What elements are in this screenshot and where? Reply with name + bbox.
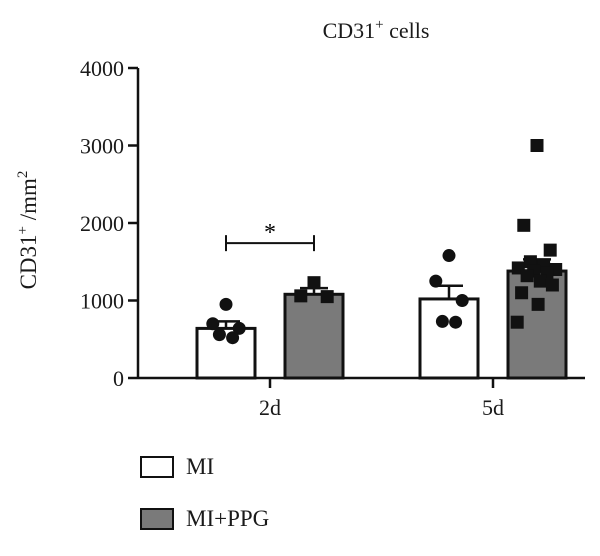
point-mi-ppg-5d-3 — [543, 243, 557, 257]
chart: CD31+ cells CD31+ /mm2 0 1000 2000 3000 4000… — [15, 17, 585, 420]
x-tick-label-5d: 5d — [482, 395, 504, 420]
point-mi-5d-4 — [435, 314, 449, 328]
point-mi-ppg-5d-11 — [533, 274, 547, 288]
y-tick-label-4000: 4000 — [80, 56, 124, 81]
y-axis-label: CD31+ /mm2 — [15, 171, 41, 290]
point-mi-2d-5 — [226, 331, 240, 345]
legend-swatch-mi — [140, 456, 174, 478]
point-mi-5d-2 — [429, 274, 443, 288]
chart-title: CD31+ cells — [323, 17, 430, 43]
point-mi-ppg-2d-3 — [320, 290, 334, 304]
legend-label-mi: MI — [186, 454, 215, 479]
y-tick-label-3000: 3000 — [80, 134, 124, 159]
point-mi-5d-3 — [455, 294, 469, 307]
bar-mi-2d — [195, 326, 257, 380]
legend-swatch-mi-ppg — [140, 508, 174, 530]
point-mi-ppg-5d-2 — [517, 218, 531, 232]
significance-star: * — [264, 220, 276, 246]
point-mi-ppg-2d-1 — [307, 276, 321, 290]
bar-mi-ppg-2d — [283, 292, 345, 380]
point-mi-5d-5 — [449, 315, 463, 329]
legend-label-mi-ppg: MI+PPG — [186, 506, 270, 531]
bar-mi-5d — [418, 297, 480, 380]
y-tick-label-1000: 1000 — [80, 289, 124, 314]
legend: MI MI+PPG — [140, 452, 269, 556]
x-tick-label-2d: 2d — [259, 395, 281, 420]
point-mi-ppg-5d-13 — [515, 286, 529, 300]
point-mi-ppg-5d-1 — [530, 139, 544, 152]
point-mi-ppg-5d-10 — [520, 269, 534, 283]
legend-item-mi-ppg: MI+PPG — [140, 504, 269, 534]
point-mi-ppg-5d-15 — [510, 315, 524, 329]
point-mi-2d-4 — [212, 328, 226, 342]
point-mi-5d-1 — [442, 249, 456, 263]
plot-area: 0 1000 2000 3000 4000 2d 5d * — [80, 56, 585, 420]
y-tick-label-0: 0 — [113, 366, 124, 391]
point-mi-2d-2 — [206, 317, 220, 331]
point-mi-2d-3 — [232, 321, 246, 335]
point-mi-ppg-2d-2 — [294, 289, 308, 303]
y-tick-label-2000: 2000 — [80, 211, 124, 236]
point-mi-2d-1 — [219, 297, 233, 311]
point-mi-ppg-5d-14 — [531, 297, 545, 311]
point-mi-ppg-5d-12 — [545, 278, 559, 292]
legend-item-mi: MI — [140, 452, 269, 482]
